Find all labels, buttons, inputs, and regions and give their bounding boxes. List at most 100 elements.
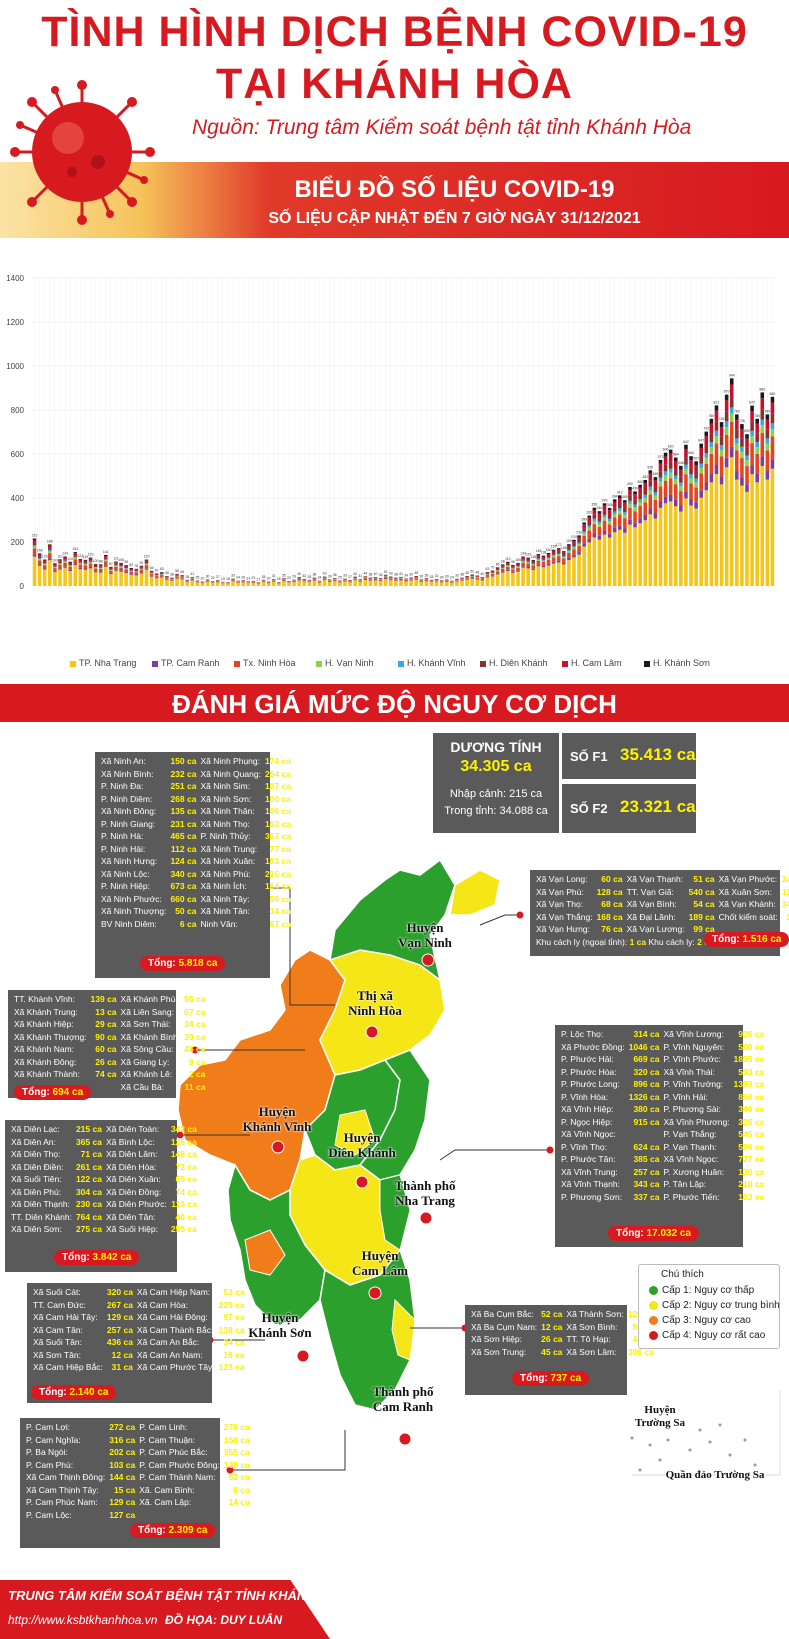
footer-design: ĐỒ HỌA: DUY LUÂN [165, 1613, 283, 1627]
bar-segment [633, 499, 637, 505]
bar-segment [282, 581, 286, 586]
bar-segment [567, 550, 571, 552]
commune-name: Xã Vĩnh Thạnh: [561, 1179, 620, 1190]
case-count: 138 ca [223, 1459, 250, 1470]
bar-segment [745, 484, 749, 492]
bar-segment [602, 520, 607, 531]
bar-segment [587, 538, 592, 543]
risk-legend-item: Cấp 1: Nguy cơ thấp [649, 1285, 754, 1296]
legend-swatch [398, 660, 404, 667]
bar-segment [546, 565, 551, 586]
bar-segment [302, 581, 307, 586]
bar-segment [643, 520, 648, 586]
bar-segment [760, 425, 765, 434]
bar-segment [602, 530, 607, 535]
total-label: Tổng: [138, 1525, 166, 1536]
bar-segment [511, 565, 515, 567]
commune-name: Xã Sơn Bình: [566, 1321, 618, 1332]
bar-segment [618, 529, 622, 586]
table-row: Xã Vạn Long: 60 ca Xã Vạn Thạnh: 51 ca Xã Vạ… [534, 873, 789, 886]
bar-segment [98, 567, 103, 569]
bar-segment [460, 580, 464, 586]
bar-segment [134, 571, 139, 573]
bar-segment [628, 487, 632, 490]
bar-segment [658, 481, 663, 487]
bar-segment [37, 557, 42, 559]
table-row: Xã Vĩnh Trung: 257 ca P. Xương Huân: 130 ca [559, 1166, 766, 1179]
commune-name: Xã Xuân Sơn: [718, 886, 772, 897]
bar-segment [37, 564, 42, 566]
case-count: 112 ca [170, 843, 197, 854]
bar-segment [353, 577, 357, 578]
bar-total-label: 460 [637, 480, 643, 484]
bar-segment [643, 483, 648, 490]
bar-segment [42, 559, 47, 561]
table-row: TT. Khánh Vĩnh: 139 ca Xã Khánh Phú: 56 ca [12, 993, 207, 1006]
bar-segment [755, 433, 759, 443]
bar-segment [450, 582, 454, 586]
bar-total-label: 870 [724, 390, 730, 394]
commune-name: P. Cam Phước Đông: [139, 1459, 220, 1470]
case-count: 15 ca [113, 1484, 136, 1495]
footer-url[interactable]: http://www.ksbtkhanhhoa.vn [8, 1613, 158, 1627]
bar-segment [63, 567, 67, 586]
total-value: 694 ca [52, 1087, 84, 1098]
bar-segment [495, 569, 500, 571]
bar-total-label: 28 [185, 575, 189, 579]
bar-total-label: 430 [632, 486, 638, 490]
bar-segment [343, 581, 347, 586]
case-count: 12 ca [541, 1321, 563, 1332]
case-count: 272 ca [109, 1422, 136, 1433]
table-row: Xã Khánh Nam: 60 ca Xã Sông Cầu: 45 ca [12, 1043, 207, 1056]
bar-segment [694, 465, 698, 473]
bar-segment [470, 574, 474, 576]
bar-segment [633, 522, 637, 528]
bar-segment [556, 548, 561, 550]
bar-segment [592, 510, 597, 515]
bar-segment [119, 566, 123, 567]
case-count: 99 ca [693, 924, 715, 935]
case-count: 230 ca [75, 1199, 102, 1210]
table-row: TT. Diên Khánh: 764 ca Xã Diên Tân: 40 ca [9, 1211, 199, 1224]
bar-segment [612, 511, 617, 515]
legend-item: H. Cam Lâm [562, 658, 622, 668]
total-label: Tổng: [712, 934, 740, 945]
bar-segment [745, 447, 749, 456]
bar-segment [180, 577, 184, 579]
commune-name: Xã Vạn Bình: [626, 899, 677, 910]
bar-segment [541, 565, 546, 568]
bar-segment [562, 554, 566, 557]
bar-segment [765, 438, 770, 444]
commune-name: Xã Thành Sơn: [566, 1309, 624, 1320]
case-count: 34 ca [223, 1337, 245, 1348]
case-count: 126 ca [170, 1136, 197, 1147]
bar-segment [541, 555, 546, 557]
bar-segment [612, 517, 617, 528]
case-count: 103 ca [109, 1459, 136, 1470]
commune-name [137, 1509, 222, 1522]
case-count: 31 ca [111, 1362, 133, 1373]
bar-segment [618, 508, 622, 511]
bar-segment [658, 501, 663, 508]
bar-segment [648, 494, 653, 509]
bar-segment [129, 567, 134, 569]
commune-name: Xã Vĩnh Lương: [663, 1029, 724, 1040]
bar-segment [42, 561, 47, 564]
bar-total-label: 63 [486, 567, 490, 571]
bar-segment [139, 565, 144, 567]
commune-name: Xã Ninh Bình: [101, 768, 154, 779]
bar-segment [607, 533, 612, 538]
bar-segment [490, 571, 495, 572]
bar-segment [506, 565, 510, 566]
bar-segment [302, 580, 307, 582]
bar-segment [592, 520, 597, 525]
table-row: Xã Ninh Thượng: 50 ca Xã Ninh Tân: 14 ca [99, 905, 293, 918]
case-count: 342 ca [170, 1124, 197, 1135]
commune-name: P. Cam Thành Nam: [139, 1472, 216, 1483]
bar-segment [704, 436, 709, 446]
bar-total-label: 87 [109, 562, 113, 566]
bar-segment [551, 563, 556, 586]
bar-segment [745, 438, 749, 448]
case-count: 128 ca [596, 886, 623, 897]
bar-segment [195, 582, 200, 586]
